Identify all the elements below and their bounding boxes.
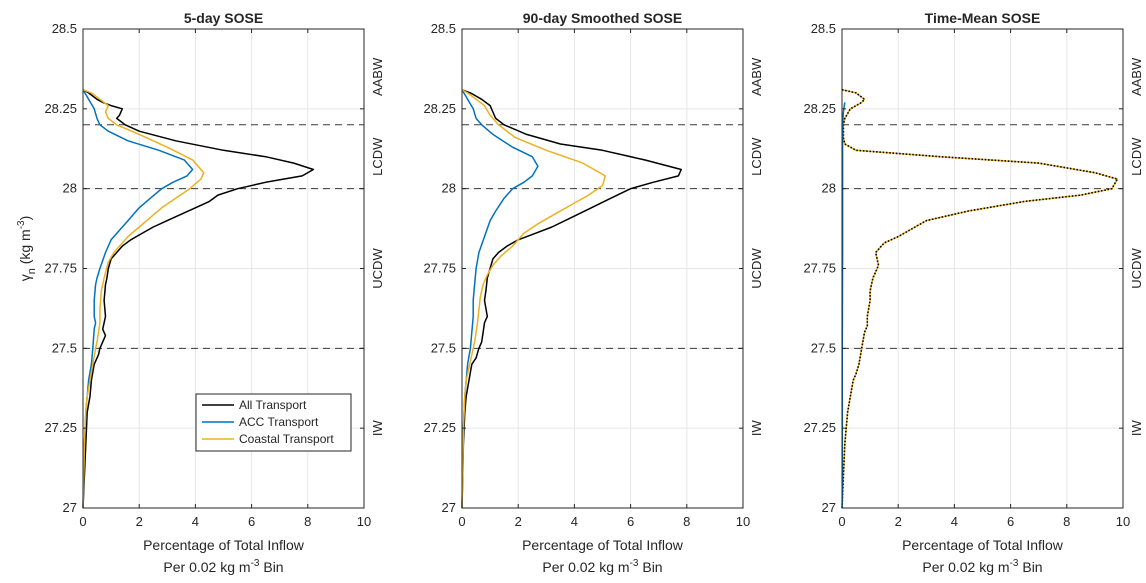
legend-label: ACC Transport [239,415,319,429]
y-tick-label: 28.25 [423,101,456,116]
y-tick-label: 27 [63,500,77,515]
series-line-acc-transport [82,89,194,509]
x-tick-label: 2 [895,514,902,529]
x-tick-label: 6 [248,514,255,529]
series-line-acc-transport [461,89,539,509]
water-mass-label: LCDW [1129,137,1144,176]
x-tick-label: 10 [357,514,371,529]
x-tick-label: 10 [1116,514,1130,529]
water-mass-label: UCDW [1129,248,1144,289]
y-tick-label: 28.25 [803,101,836,116]
y-tick-label: 27.5 [52,340,77,355]
x-tick-label: 0 [838,514,845,529]
water-mass-label: AABW [370,57,385,96]
y-tick-label: 28 [822,181,836,196]
water-mass-label: AABW [1129,57,1144,96]
water-mass-label: LCDW [370,137,385,176]
water-mass-label: AABW [749,57,764,96]
chart-title: Time-Mean SOSE [925,10,1041,26]
x-tick-label: 4 [951,514,958,529]
x-tick-label: 8 [1063,514,1070,529]
series-line-all-transport [461,88,682,509]
x-axis-label: Percentage of Total Inflow [522,537,684,553]
y-tick-label: 27.5 [811,340,836,355]
x-axis-label: Percentage of Total Inflow [143,537,305,553]
y-tick-label: 27.75 [44,261,77,276]
series-line-coastal-transport [82,88,205,509]
y-tick-label: 28 [63,181,77,196]
x-axis-label: Percentage of Total Inflow [902,537,1064,553]
x-tick-label: 8 [304,514,311,529]
x-tick-label: 6 [627,514,634,529]
x-tick-label: 8 [683,514,690,529]
x-axis-label-units: Per 0.02 kg m-3 Bin [542,558,662,575]
y-axis-label: γn (kg m-3) [16,216,38,282]
panel-1 [82,28,365,509]
y-tick-label: 28 [442,181,456,196]
chart-title: 5-day SOSE [184,10,263,26]
x-tick-label: 2 [136,514,143,529]
y-tick-label: 28.5 [811,21,836,36]
y-tick-label: 27.75 [803,261,836,276]
water-mass-label: IW [370,420,385,437]
x-tick-label: 6 [1007,514,1014,529]
chart-title: 90-day Smoothed SOSE [523,10,682,26]
legend-label: Coastal Transport [239,432,334,446]
legend-label: All Transport [239,398,307,412]
x-tick-label: 0 [79,514,86,529]
y-tick-label: 28.5 [52,21,77,36]
y-tick-label: 27 [822,500,836,515]
water-mass-label: IW [1129,420,1144,437]
series-line-coastal-transport [461,89,607,509]
y-tick-label: 28.5 [431,21,456,36]
x-axis-label-units: Per 0.02 kg m-3 Bin [163,558,283,575]
y-tick-label: 27.5 [431,340,456,355]
y-tick-label: 27.25 [803,420,836,435]
series-line-all-transport [841,88,1119,509]
water-mass-label: UCDW [749,248,764,289]
y-tick-label: 27 [442,500,456,515]
water-mass-label: UCDW [370,248,385,289]
x-tick-label: 4 [571,514,578,529]
water-mass-label: LCDW [749,137,764,176]
y-tick-label: 27.75 [423,261,456,276]
x-tick-label: 10 [736,514,750,529]
y-tick-label: 28.25 [44,101,77,116]
panel-2 [461,28,744,509]
y-tick-label: 27.25 [44,420,77,435]
x-tick-label: 0 [458,514,465,529]
panel-3 [841,28,1124,509]
water-mass-label: IW [749,420,764,437]
x-axis-label-units: Per 0.02 kg m-3 Bin [922,558,1042,575]
x-tick-label: 2 [515,514,522,529]
series-line-all-transport [82,89,315,509]
y-tick-label: 27.25 [423,420,456,435]
x-tick-label: 4 [192,514,199,529]
